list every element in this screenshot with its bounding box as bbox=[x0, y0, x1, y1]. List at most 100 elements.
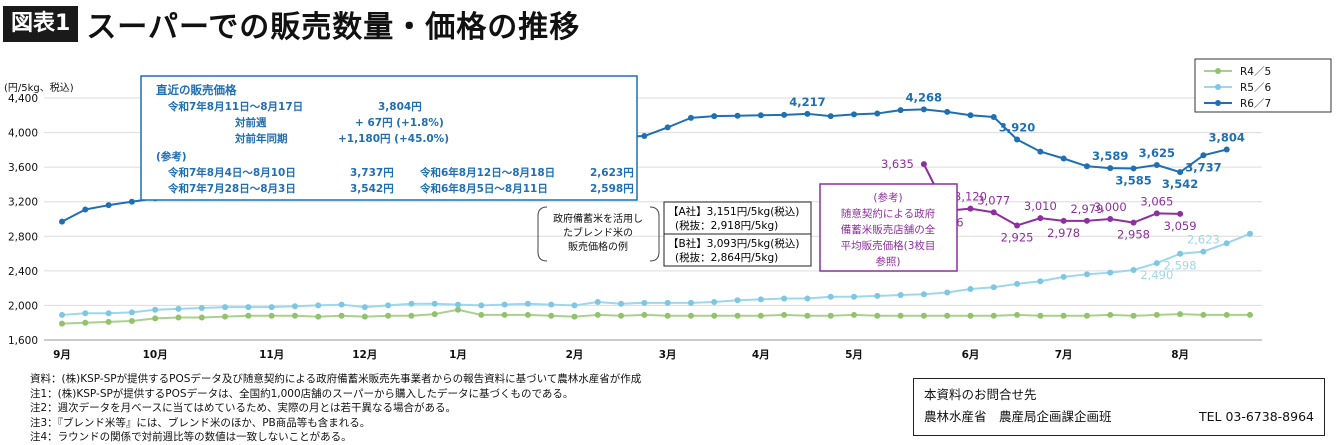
series-point-3 bbox=[1083, 217, 1090, 224]
series-point-0 bbox=[478, 311, 485, 318]
series-point-3 bbox=[1153, 210, 1160, 217]
y-tick-label: 2,000 bbox=[8, 300, 38, 312]
series-point-2 bbox=[105, 202, 112, 209]
title-row: 図表1 スーパーでの販売数量・価格の推移 bbox=[3, 4, 580, 45]
x-month-label: 1月 bbox=[449, 349, 467, 361]
blend-note-line-3: 販売価格の例 bbox=[568, 240, 628, 253]
series-point-3 bbox=[990, 209, 997, 216]
data-label: 3,542 bbox=[1162, 177, 1198, 191]
y-axis-unit-label: (円/5kg、税込) bbox=[4, 81, 74, 94]
data-label: 3,737 bbox=[1185, 160, 1221, 174]
series-point-1 bbox=[990, 284, 997, 291]
series-point-1 bbox=[571, 302, 578, 309]
data-label: 3,920 bbox=[999, 120, 1035, 134]
series-point-0 bbox=[152, 315, 159, 322]
series-point-0 bbox=[455, 306, 461, 313]
figure-badge: 図表1 bbox=[3, 6, 79, 42]
ref-row-1-value-b: 2,623円 bbox=[590, 167, 634, 179]
series-point-2 bbox=[1153, 161, 1160, 168]
series-point-2 bbox=[804, 110, 811, 117]
series-point-1 bbox=[128, 309, 135, 316]
series-point-2 bbox=[1107, 165, 1114, 172]
series-point-3 bbox=[1107, 216, 1114, 222]
series-point-0 bbox=[315, 313, 322, 320]
series-point-1 bbox=[524, 300, 531, 307]
contact-org: 農林水産省 農産局企画課企画班 bbox=[924, 409, 1112, 424]
y-tick-label: 1,600 bbox=[8, 335, 38, 347]
series-point-3 bbox=[1037, 215, 1044, 222]
series-point-1 bbox=[152, 306, 159, 313]
recent-price-heading: 直近の販売価格 bbox=[156, 83, 237, 97]
x-month-label: 4月 bbox=[752, 349, 770, 361]
purple-box-line-1: (参考) bbox=[873, 191, 902, 204]
purple-box-line-2: 随意契約による政府 bbox=[841, 207, 935, 220]
series-point-1 bbox=[385, 302, 392, 309]
series-point-1 bbox=[734, 297, 741, 304]
wow-label: 対前週 bbox=[234, 116, 267, 129]
series-point-2 bbox=[1130, 165, 1137, 172]
series-point-1 bbox=[594, 298, 601, 305]
series-point-1 bbox=[431, 300, 438, 307]
legend-swatch-marker bbox=[1215, 84, 1221, 90]
purple-box-line-5: 参照) bbox=[875, 255, 900, 268]
series-point-0 bbox=[944, 312, 951, 319]
purple-box-line-4: 平均販売価格(3枚目 bbox=[841, 239, 936, 252]
blend-rice-note: 政府備蓄米を活用し たブレンド米の 販売価格の例 bbox=[537, 206, 660, 262]
series-point-0 bbox=[920, 312, 927, 319]
series-point-2 bbox=[990, 114, 997, 121]
ref-row-1-period-a: 令和7年8月4日～8月10日 bbox=[167, 166, 296, 179]
series-point-0 bbox=[1037, 312, 1044, 319]
ref-row-2-value-a: 3,542円 bbox=[350, 183, 394, 195]
yoy-value: +1,180円 (+45.0%) bbox=[338, 133, 449, 145]
series-point-0 bbox=[361, 313, 368, 320]
series-point-0 bbox=[967, 312, 974, 319]
series-point-1 bbox=[105, 310, 112, 317]
x-month-label: 5月 bbox=[845, 349, 863, 361]
series-point-2 bbox=[641, 133, 648, 140]
yoy-label: 対前年同期 bbox=[234, 132, 288, 145]
series-point-0 bbox=[408, 312, 415, 319]
series-point-2 bbox=[1223, 146, 1230, 153]
series-point-1 bbox=[967, 286, 974, 293]
series-point-1 bbox=[478, 302, 485, 309]
ref-row-2-period-a: 令和7年7月28日～8月3日 bbox=[167, 182, 296, 195]
series-point-0 bbox=[1060, 312, 1067, 319]
data-label: 2,978 bbox=[1047, 226, 1080, 240]
series-point-1 bbox=[548, 301, 555, 308]
series-point-1 bbox=[59, 311, 65, 318]
series-point-0 bbox=[222, 313, 229, 320]
series-point-0 bbox=[245, 312, 252, 319]
series-point-0 bbox=[59, 320, 65, 327]
series-point-2 bbox=[687, 114, 694, 121]
series-point-2 bbox=[1083, 163, 1090, 170]
series-point-1 bbox=[315, 302, 322, 309]
series-point-0 bbox=[1130, 312, 1137, 319]
data-label: 3,059 bbox=[1164, 219, 1197, 233]
series-line-3 bbox=[922, 163, 1181, 227]
price-line-chart: (円/5kg、税込) 1,600 2,000 2,400 2,800 3,200 3,60… bbox=[4, 58, 1332, 361]
series-point-1 bbox=[291, 303, 298, 310]
x-month-label: 2月 bbox=[566, 349, 584, 361]
series-point-0 bbox=[1083, 312, 1090, 319]
series-point-1 bbox=[1153, 260, 1160, 267]
series-point-1 bbox=[1247, 230, 1253, 237]
series-point-0 bbox=[897, 312, 904, 319]
series-point-1 bbox=[1107, 269, 1114, 276]
series-point-1 bbox=[687, 299, 694, 306]
contact-tel: TEL 03-6738-8964 bbox=[1198, 409, 1314, 424]
series-point-0 bbox=[804, 312, 811, 319]
series-point-1 bbox=[851, 293, 857, 300]
series-point-0 bbox=[1223, 311, 1230, 318]
series-point-0 bbox=[268, 312, 275, 319]
series-lines bbox=[59, 106, 1253, 327]
series-point-2 bbox=[734, 112, 741, 119]
company-a-line-2: (税抜：2,918円/5kg) bbox=[675, 219, 778, 232]
data-label: 4,268 bbox=[906, 90, 942, 104]
series-point-2 bbox=[920, 106, 927, 113]
data-label: 3,589 bbox=[1092, 149, 1128, 163]
series-point-1 bbox=[897, 292, 904, 299]
series-point-1 bbox=[455, 301, 461, 308]
series-point-0 bbox=[990, 312, 997, 319]
series-point-1 bbox=[920, 291, 927, 298]
company-a-box: 【A社】3,151円/5kg(税込) (税抜：2,918円/5kg) bbox=[663, 201, 812, 235]
